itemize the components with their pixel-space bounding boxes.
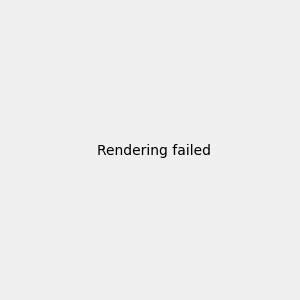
Text: Rendering failed: Rendering failed (97, 145, 211, 158)
